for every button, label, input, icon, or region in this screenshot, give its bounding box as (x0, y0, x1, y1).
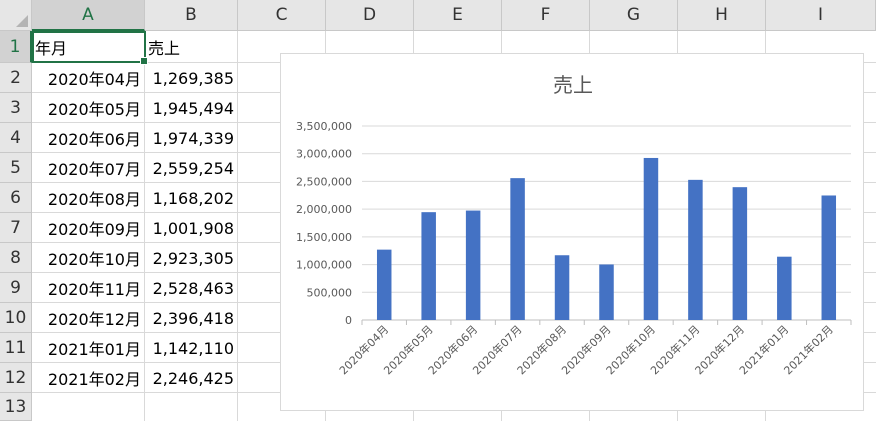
chart-title: 売上 (553, 73, 593, 97)
chart-svg: 売上 0 500,000 1,000,000 1,500,000 2,000,000 2,5… (296, 73, 852, 377)
sales-cell[interactable]: 2,923,305 (152, 248, 234, 268)
bar-2020年11月[interactable] (688, 179, 703, 320)
month-cell[interactable]: 2020年11月 (47, 280, 141, 299)
y-tick-label: 0 (345, 314, 352, 327)
sales-cell[interactable]: 1,945,494 (152, 98, 234, 118)
row-header-1[interactable]: 1 (0, 31, 32, 63)
sales-cell[interactable]: 1,269,385 (152, 68, 234, 88)
y-tick-label: 3,000,000 (296, 148, 352, 161)
header-cell-month[interactable]: 年月 (35, 39, 68, 58)
column-header-h[interactable]: H (678, 0, 766, 31)
bar-2021年02月[interactable] (821, 195, 837, 320)
y-tick-label: 500,000 (307, 286, 353, 299)
month-cell[interactable]: 2020年05月 (47, 100, 141, 119)
column-header-d[interactable]: D (326, 0, 414, 31)
column-header-c[interactable]: C (238, 0, 326, 31)
month-cell[interactable]: 2020年07月 (47, 160, 141, 179)
column-header-f[interactable]: F (502, 0, 590, 31)
column-header-e[interactable]: E (414, 0, 502, 31)
month-cell[interactable]: 2021年01月 (47, 340, 141, 359)
month-cell[interactable]: 2020年10月 (47, 250, 141, 269)
row-header-5[interactable]: 5 (0, 153, 32, 183)
bar-2020年05月[interactable] (421, 212, 436, 320)
row-header-7[interactable]: 7 (0, 213, 32, 243)
sales-chart[interactable]: 売上 0 500,000 1,000,000 1,500,000 2,000,000 2,5… (280, 53, 864, 411)
bar-2021年01月[interactable] (777, 256, 792, 320)
sales-cell[interactable]: 2,559,254 (152, 158, 234, 178)
active-cell-indicator (32, 31, 148, 65)
bar-2020年09月[interactable] (599, 264, 614, 320)
select-all-corner[interactable] (0, 0, 32, 31)
sales-cell[interactable]: 2,528,463 (152, 278, 234, 298)
sales-cell[interactable]: 1,168,202 (152, 188, 234, 208)
column-header-i[interactable]: I (766, 0, 876, 31)
sales-cell[interactable]: 1,142,110 (152, 338, 234, 358)
row-header-6[interactable]: 6 (0, 183, 32, 213)
month-cell[interactable]: 2020年08月 (47, 190, 141, 209)
column-header-b[interactable]: B (145, 0, 238, 31)
bar-2020年04月[interactable] (376, 249, 392, 320)
sales-cell[interactable]: 1,001,908 (152, 218, 234, 238)
bar-2020年12月[interactable] (732, 187, 748, 320)
bar-2020年08月[interactable] (554, 255, 570, 320)
month-cell[interactable]: 2020年09月 (47, 220, 141, 239)
sales-cell[interactable]: 2,246,425 (152, 368, 234, 388)
grid-line-vertical (144, 31, 145, 421)
sales-cell[interactable]: 2,396,418 (152, 308, 234, 328)
row-header-8[interactable]: 8 (0, 243, 32, 273)
row-header-3[interactable]: 3 (0, 93, 32, 123)
bar-2020年10月[interactable] (643, 157, 659, 320)
column-header-g[interactable]: G (590, 0, 678, 31)
y-tick-label: 1,000,000 (296, 259, 352, 272)
header-cell-sales[interactable]: 売上 (148, 39, 181, 58)
bar-2020年06月[interactable] (465, 210, 481, 320)
y-tick-label: 1,500,000 (296, 231, 352, 244)
sales-cell[interactable]: 1,974,339 (152, 128, 234, 148)
y-tick-label: 2,000,000 (296, 203, 352, 216)
row-header-2[interactable]: 2 (0, 63, 32, 93)
row-header-10[interactable]: 10 (0, 303, 32, 333)
bar-2020年07月[interactable] (510, 178, 525, 320)
grid-line-vertical (237, 31, 238, 421)
row-header-12[interactable]: 12 (0, 363, 32, 393)
row-header-11[interactable]: 11 (0, 333, 32, 363)
y-tick-label: 2,500,000 (296, 175, 352, 188)
month-cell[interactable]: 2020年12月 (47, 310, 141, 329)
row-header-13[interactable]: 13 (0, 393, 32, 421)
month-cell[interactable]: 2021年02月 (47, 370, 141, 389)
column-header-a[interactable]: A (32, 0, 145, 31)
row-header-9[interactable]: 9 (0, 273, 32, 303)
row-header-4[interactable]: 4 (0, 123, 32, 153)
y-tick-label: 3,500,000 (296, 120, 352, 133)
month-cell[interactable]: 2020年04月 (47, 70, 141, 89)
month-cell[interactable]: 2020年06月 (47, 130, 141, 149)
